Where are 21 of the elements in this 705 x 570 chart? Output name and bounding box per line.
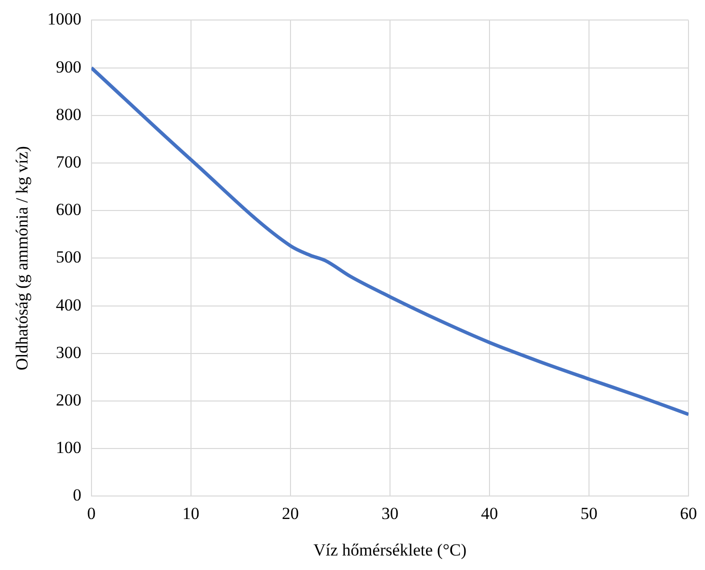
x-tick-label: 30	[381, 504, 398, 523]
y-tick-label: 400	[56, 295, 82, 314]
y-tick-label: 100	[56, 438, 82, 458]
y-tick-label: 600	[56, 200, 82, 220]
x-tick-label: 50	[580, 504, 598, 523]
x-tick-label: 60	[680, 504, 697, 523]
x-tick-label: 0	[87, 504, 96, 523]
y-tick-label: 300	[56, 342, 82, 362]
line-series	[91, 66, 688, 416]
y-tick-label: 1000	[47, 10, 82, 29]
y-tick-label: 0	[72, 486, 82, 505]
y-tick-label: 500	[56, 248, 82, 267]
y-tick-label: 800	[56, 104, 82, 124]
x-tick-label: 40	[480, 504, 498, 523]
x-tick-label: 10	[182, 504, 200, 523]
x-axis-title: Víz hőmérséklete (°C)	[313, 540, 467, 560]
y-tick-label: 200	[56, 390, 82, 410]
y-tick-label: 900	[56, 57, 82, 76]
y-axis-title: Oldhatóság (g ammónia / kg víz)	[12, 146, 32, 370]
x-tick-label: 20	[282, 504, 299, 523]
y-tick-label: 700	[56, 152, 82, 172]
